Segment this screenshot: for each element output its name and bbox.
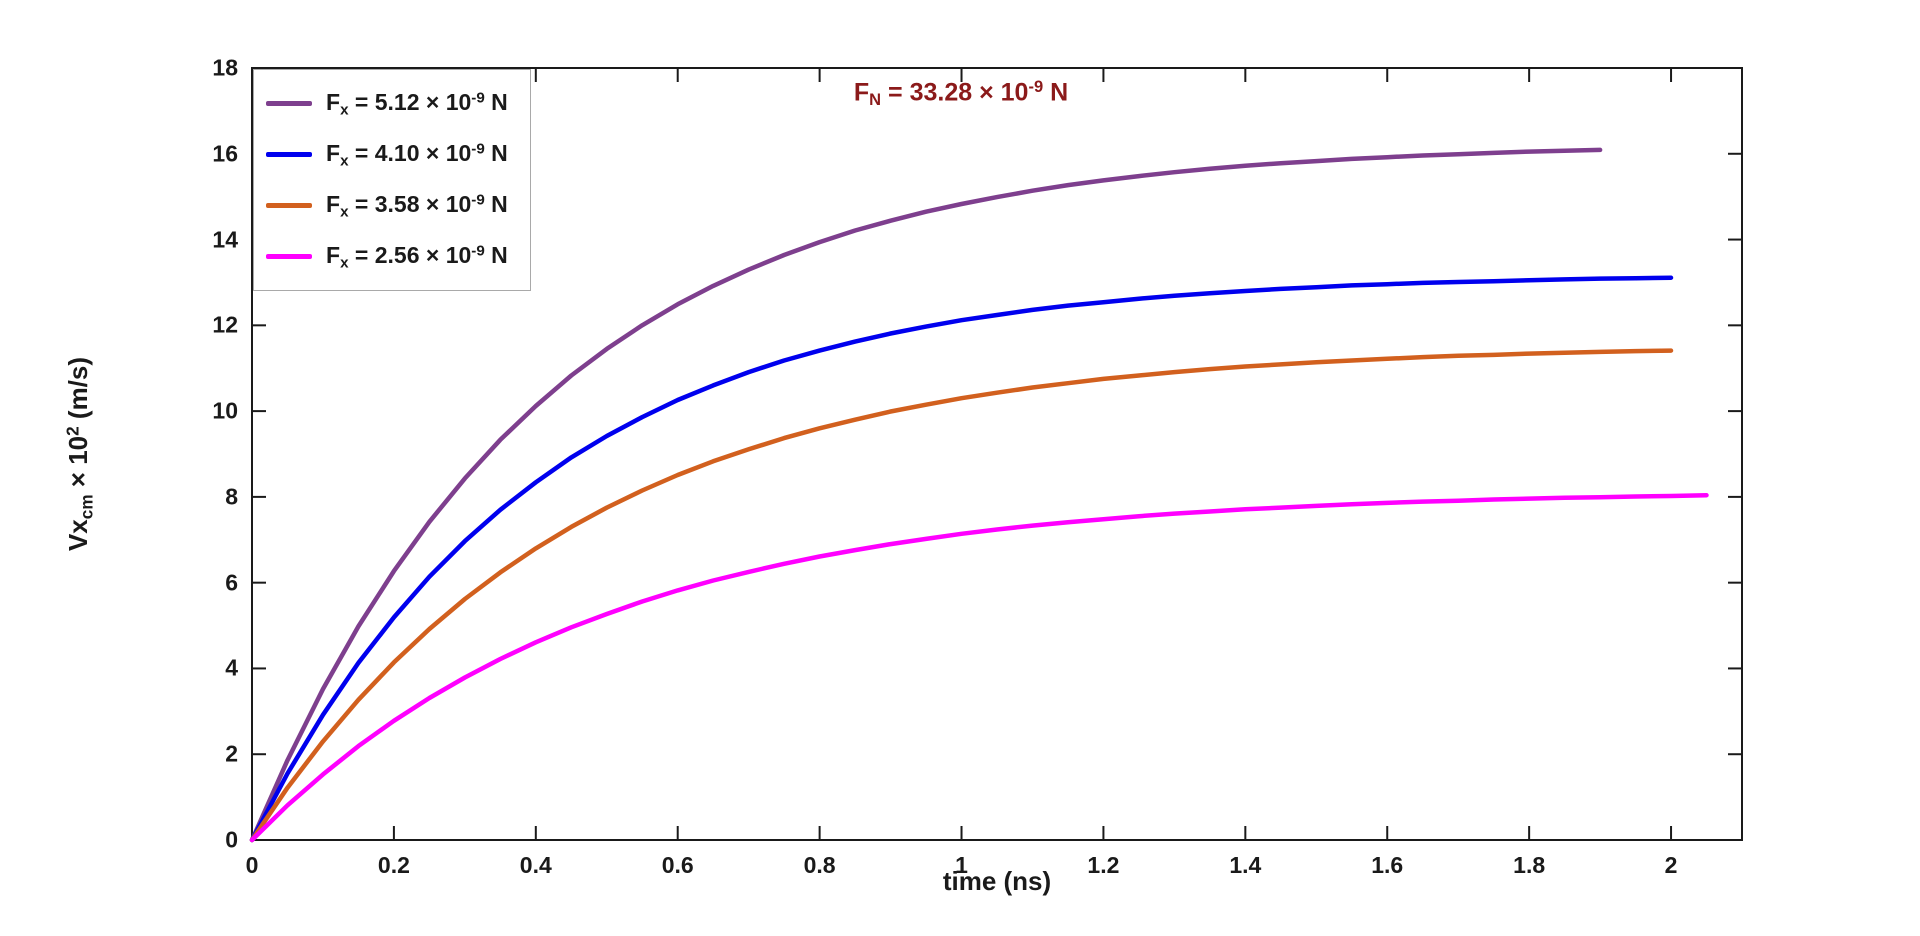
- x-tick-label: 0.8: [803, 852, 836, 878]
- x-tick-label: 0: [245, 852, 259, 878]
- curve-series-2: [249, 348, 1674, 843]
- legend-swatch-icon: [266, 203, 312, 208]
- curve-series-1: [249, 275, 1674, 843]
- annotation-normal-force: FN = 33.28 × 10-9 N: [853, 78, 1069, 110]
- legend-item-0: Fx = 5.12 × 10-9 N: [266, 78, 508, 129]
- y-tick-label: 10: [212, 397, 238, 424]
- y-tick-label: 8: [225, 483, 238, 510]
- y-tick-label: 16: [212, 140, 238, 167]
- legend-label: Fx = 5.12 × 10-9 N: [326, 88, 508, 119]
- x-tick-label: 0.4: [519, 852, 552, 878]
- legend-item-3: Fx = 2.56 × 10-9 N: [266, 231, 508, 282]
- x-tick-label: 1.8: [1513, 852, 1546, 878]
- y-tick-label: 14: [212, 226, 238, 253]
- axes-box: [251, 67, 1743, 841]
- y-tick-label: 4: [225, 654, 238, 681]
- legend-item-1: Fx = 4.10 × 10-9 N: [266, 129, 508, 180]
- x-tick-label: 0.2: [377, 852, 410, 878]
- y-tick-label: 12: [212, 311, 238, 338]
- legend-swatch-icon: [266, 101, 312, 106]
- x-tick-label: 1: [955, 852, 968, 878]
- legend-label: Fx = 4.10 × 10-9 N: [326, 139, 508, 170]
- x-tick-label: 1.6: [1371, 852, 1404, 878]
- curve-series-3: [249, 492, 1709, 843]
- y-tick-label: 6: [225, 569, 238, 596]
- x-tick-label: 1.2: [1087, 852, 1120, 878]
- legend-swatch-icon: [266, 254, 312, 259]
- y-tick-label: 18: [212, 54, 238, 81]
- x-tick-label: 1.4: [1229, 852, 1262, 878]
- x-axis-label: time (ns): [942, 866, 1052, 896]
- x-tick-label: 0.6: [661, 852, 694, 878]
- legend-swatch-icon: [266, 152, 312, 157]
- legend-item-2: Fx = 3.58 × 10-9 N: [266, 180, 508, 231]
- y-tick-label: 2: [225, 740, 238, 767]
- legend-label: Fx = 3.58 × 10-9 N: [326, 190, 508, 221]
- curve-series-0: [249, 147, 1603, 843]
- legend: Fx = 5.12 × 10-9 N Fx = 4.10 × 10-9 N Fx =…: [253, 69, 531, 291]
- y-tick-label: 0: [225, 826, 238, 853]
- x-tick-label: 2: [1664, 852, 1678, 878]
- y-axis-label: Vxcm × 102 (m/s): [62, 356, 97, 552]
- legend-label: Fx = 2.56 × 10-9 N: [326, 241, 508, 272]
